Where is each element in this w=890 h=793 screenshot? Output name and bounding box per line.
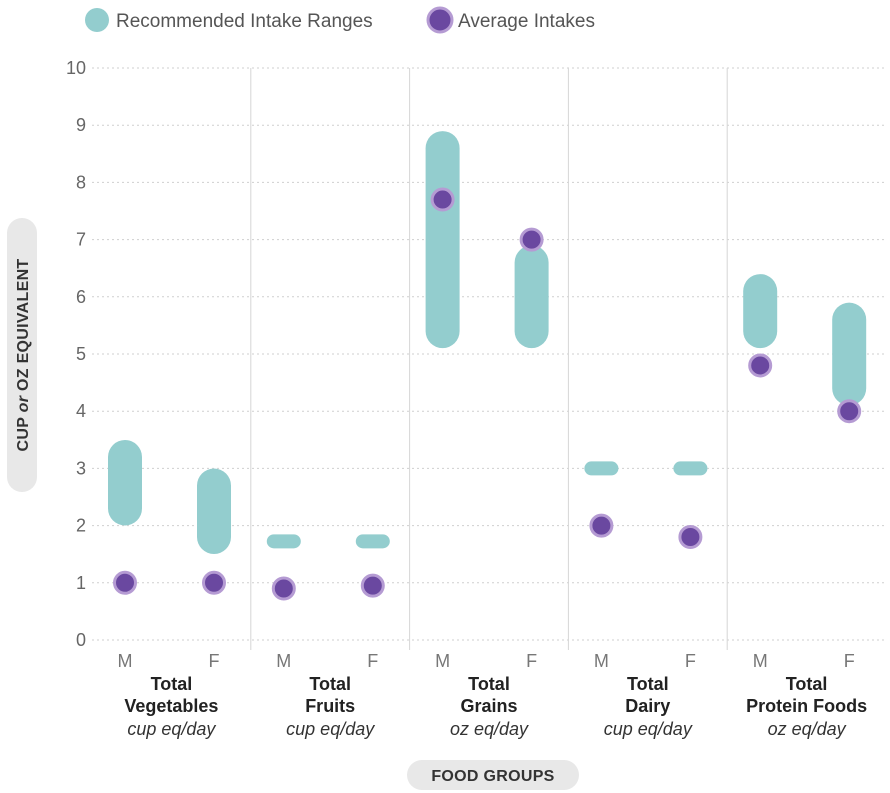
svg-text:CUP or: CUP or OZ EQUIVALENT	[15, 258, 32, 451]
group-name-line1: Total	[151, 674, 193, 694]
group-name-line2: Protein Foods	[746, 696, 867, 716]
y-tick-label: 4	[76, 401, 86, 421]
sex-label: F	[209, 651, 220, 671]
intake-range-bar	[743, 274, 778, 349]
intake-range-bar	[673, 461, 708, 476]
intake-range-bar	[266, 534, 301, 549]
group-name-line1: Total	[786, 674, 828, 694]
x-axis-title-pill	[407, 760, 579, 790]
y-tick-label: 1	[76, 573, 86, 593]
y-tick-label: 7	[76, 230, 86, 250]
intake-range-bar	[584, 461, 619, 476]
group-name-line1: Total	[627, 674, 669, 694]
group-separators	[250, 68, 728, 650]
average-intake-dot	[589, 513, 614, 538]
sex-label: F	[526, 651, 537, 671]
group-unit: cup eq/day	[127, 719, 216, 739]
average-intake-dot	[202, 570, 226, 595]
intake-range-bar	[832, 302, 867, 406]
group-name-line2: Dairy	[625, 696, 670, 716]
y-axis-title-part1: CUP	[15, 417, 32, 452]
gridlines	[92, 67, 886, 641]
y-tick-label: 0	[76, 630, 86, 650]
intake-range-bar	[514, 245, 549, 349]
average-intake-dot	[271, 576, 296, 601]
y-tick-label: 10	[66, 58, 86, 78]
legend-range-swatch	[85, 8, 109, 32]
sex-label: M	[435, 651, 450, 671]
y-axis-title-part2: or	[15, 395, 32, 412]
legend-range-label: Recommended Intake Ranges	[116, 11, 373, 32]
average-intake-dot	[360, 573, 385, 598]
y-tick-label: 2	[76, 516, 86, 536]
average-intake-dot	[837, 399, 862, 424]
average-intake-dot	[113, 570, 137, 595]
sex-label: M	[594, 651, 609, 671]
group-name-line1: Total	[309, 674, 351, 694]
intake-range-bar	[355, 534, 390, 549]
y-tick-label: 9	[76, 115, 86, 135]
intake-range-bar	[425, 131, 460, 349]
average-intake-dot	[748, 353, 773, 378]
y-axis-ticks: 0 1 2 3 4 5 6 7 8 9 10	[66, 58, 86, 650]
data-marks	[108, 131, 867, 601]
y-tick-label: 5	[76, 344, 86, 364]
group-name-line2: Vegetables	[124, 696, 218, 716]
average-intake-dot	[519, 227, 544, 252]
group-unit: cup eq/day	[604, 719, 693, 739]
y-axis-title-pill	[7, 218, 37, 492]
legend-average-label: Average Intakes	[458, 11, 595, 32]
group-unit: cup eq/day	[286, 719, 375, 739]
group-name-line1: Total	[468, 674, 510, 694]
y-axis-title-part3: OZ EQUIVALENT	[15, 258, 32, 391]
group-unit: oz eq/day	[450, 719, 529, 739]
group-name-line2: Grains	[460, 696, 517, 716]
average-intake-dot	[430, 187, 455, 212]
average-intake-dot	[678, 525, 703, 550]
y-tick-label: 6	[76, 287, 86, 307]
x-axis-title: FOOD GROUPS	[407, 760, 579, 790]
x-axis-title-label: FOOD GROUPS	[431, 768, 554, 785]
intake-range-bar	[197, 468, 231, 555]
sex-label: M	[753, 651, 768, 671]
sex-label: F	[844, 651, 855, 671]
y-tick-label: 3	[76, 458, 86, 478]
sex-label: F	[685, 651, 696, 671]
group-unit: oz eq/day	[768, 719, 847, 739]
sex-label: F	[367, 651, 378, 671]
y-axis-title: CUP or OZ EQUIVALENT	[7, 218, 37, 492]
legend: Recommended Intake Ranges Average Intake…	[85, 6, 595, 34]
sex-label: M	[276, 651, 291, 671]
legend-average-swatch	[426, 6, 454, 34]
y-tick-label: 8	[76, 172, 86, 192]
intake-range-bar	[108, 439, 142, 526]
group-name-line2: Fruits	[305, 696, 355, 716]
sex-label: M	[118, 651, 133, 671]
